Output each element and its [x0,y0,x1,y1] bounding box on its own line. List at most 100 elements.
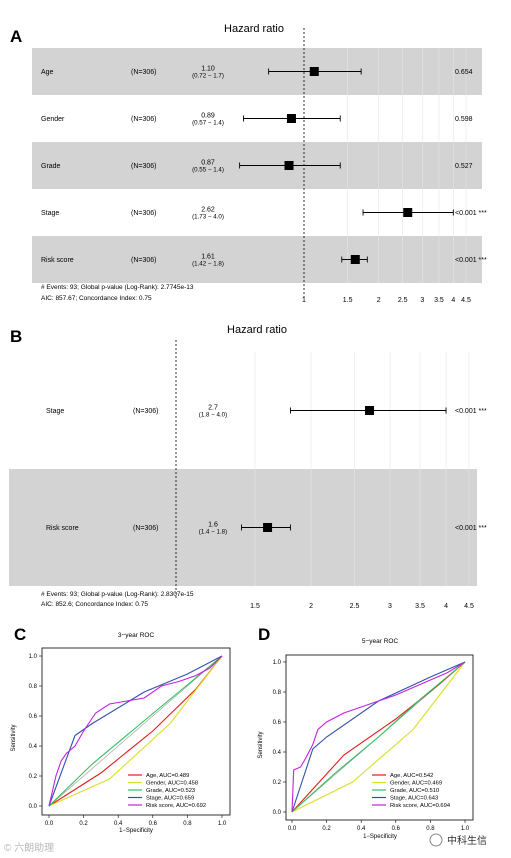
row-hr: 2.62 [201,207,215,214]
legend-label-risk: Risk score, AUC=0.692 [146,803,206,809]
axis-tick-label: 3 [388,603,392,610]
x-tick-label: 0.8 [183,821,192,827]
axis-tick-label: 3.5 [415,603,425,610]
legend-label-gender: Gender, AUC=0.469 [390,781,442,787]
panel-a-gridlines [347,48,467,283]
y-tick-label: 0.2 [273,780,282,786]
watermark-left: © 六朗助理 [4,841,54,854]
panel-b-footer-aic: AIC: 852.6; Concordance Index: 0.75 [41,601,148,608]
hr-point [286,114,296,123]
plot-frame [41,647,231,816]
row-n: (N=306) [131,163,156,170]
panel-b-rows: Stage (N=306) 2.7(1.8 − 4.0) <0.001 *** Risk… [46,405,487,536]
row-pvalue: 0.598 [455,116,473,123]
row-variable: Risk score [46,525,79,532]
x-tick-label: 1.0 [218,821,227,827]
roc-curve-risk [291,661,466,813]
roc-curve-grade [291,661,466,813]
axis-tick-label: 4 [451,297,455,304]
roc-curve-stage [48,655,223,807]
row-pvalue: <0.001 *** [455,210,487,217]
row-n: (N=306) [131,257,156,264]
hr-point [403,208,413,217]
axis-tick-label: 4.5 [461,297,471,304]
x-tick-label: 0.2 [322,826,331,832]
row-pvalue: 0.654 [455,69,473,76]
panel-a-rows: Age (N=306) 1.10(0.72 − 1.7) 0.654 Gender (N=… [41,66,487,268]
diagonal-line [48,655,223,807]
plot-frame [285,654,474,821]
y-tick-label: 1.0 [273,660,282,666]
hr-point [284,161,294,170]
x-tick-label: 0.4 [357,826,366,832]
panel-b-letter: B [10,327,22,346]
row-n: (N=306) [131,69,156,76]
panel-c-plot: 0.0 0.0 0.2 0.2 0.4 0.4 0.6 0.6 0.8 0.8 1.0 1.0 Age,… [29,647,231,827]
row-band-1 [32,48,482,95]
panel-a-title: Hazard ratio [224,23,284,35]
y-tick-label: 0.4 [29,744,38,750]
row-pvalue: 0.527 [455,163,473,170]
x-tick-label: 1.0 [461,826,470,832]
roc-curve-risk [48,655,223,807]
panel-c-letter: C [14,625,26,644]
x-tick-label: 0.4 [114,821,123,827]
axis-tick-label: 1 [302,297,306,304]
axis-tick-label: 4 [444,603,448,610]
panel-b: B Hazard ratio Stage (N=306) 2.7(1.8 − 4.0… [9,324,487,610]
row-ci: (0.72 − 1.7) [192,73,224,80]
row-ci: (1.4 − 1.8) [199,529,227,536]
axis-tick-label: 4.5 [464,603,474,610]
legend-label-risk: Risk score, AUC=0.694 [390,803,451,809]
panel-a-footer-events: # Events: 93; Global p-value (Log-Rank):… [41,284,194,291]
axis-tick-label: 1.5 [250,603,260,610]
panel-d-plot: 0.0 0.0 0.2 0.2 0.4 0.4 0.6 0.6 0.8 0.8 1.0 1.0 Age,… [273,654,474,832]
y-tick-label: 0.0 [273,810,282,816]
row-band-5 [32,236,482,283]
panel-d-xlabel: 1−Specificity [363,834,397,840]
legend-label-age: Age, AUC=0.542 [390,773,433,779]
y-tick-label: 0.6 [273,720,282,726]
row-ci: (0.57 − 1.4) [192,120,224,127]
y-tick-label: 0.2 [29,774,38,780]
hr-point [350,255,360,264]
y-tick-label: 1.0 [29,654,38,660]
legend-label-stage: Stage, AUC=0.643 [390,796,438,802]
axis-tick-label: 3.5 [434,297,444,304]
x-tick-label: 0.0 [45,821,54,827]
row-n: (N=306) [131,116,156,123]
axis-tick-label: 2.5 [350,603,360,610]
row-hr: 1.6 [208,522,218,529]
panel-d: D 5−year ROC 0.0 0.0 0.2 0.2 0.4 0.4 0.6 0.6 0.8… [258,625,474,840]
panel-b-axis-ticks: 1.5 2 2.5 3 3.5 4 4.5 [250,603,474,610]
panel-c: C 3−year ROC 0.0 0.0 0.2 0.2 0.4 0.4 0.6 0.6 0.8… [11,625,231,834]
axis-tick-label: 2 [377,297,381,304]
axis-tick-label: 3 [420,297,424,304]
axis-tick-label: 1.5 [343,297,353,304]
x-tick-label: 0.2 [79,821,88,827]
legend-label-stage: Stage, AUC=0.659 [146,796,194,802]
y-tick-label: 0.6 [29,714,38,720]
row-variable: Grade [41,163,61,170]
roc-curve-gender [291,661,466,813]
panel-b-footer-events: # Events: 93; Global p-value (Log-Rank):… [41,591,194,598]
row-hr: 0.87 [201,160,215,167]
hr-point [364,406,374,415]
row-variable: Gender [41,116,65,123]
row-variable: Risk score [41,257,74,264]
row-n: (N=306) [133,408,158,415]
panel-d-ylabel: Sensitivity [258,731,264,758]
panel-a-axis-ticks: 1 1.5 2 2.5 3 3.5 4 4.5 [302,297,471,304]
roc-curve-grade [48,655,223,807]
row-n: (N=306) [133,525,158,532]
panel-c-xlabel: 1−Specificity [119,828,153,834]
panel-a-footer-aic: AIC: 857.67; Concordance Index: 0.75 [41,295,152,302]
panel-c-title: 3−year ROC [118,632,155,639]
panel-a-letter: A [10,27,22,46]
row-variable: Age [41,69,54,76]
row-ci: (1.73 − 4.0) [192,214,224,221]
y-tick-label: 0.4 [273,750,282,756]
x-tick-label: 0.8 [426,826,435,832]
roc-curve-gender [48,655,223,807]
